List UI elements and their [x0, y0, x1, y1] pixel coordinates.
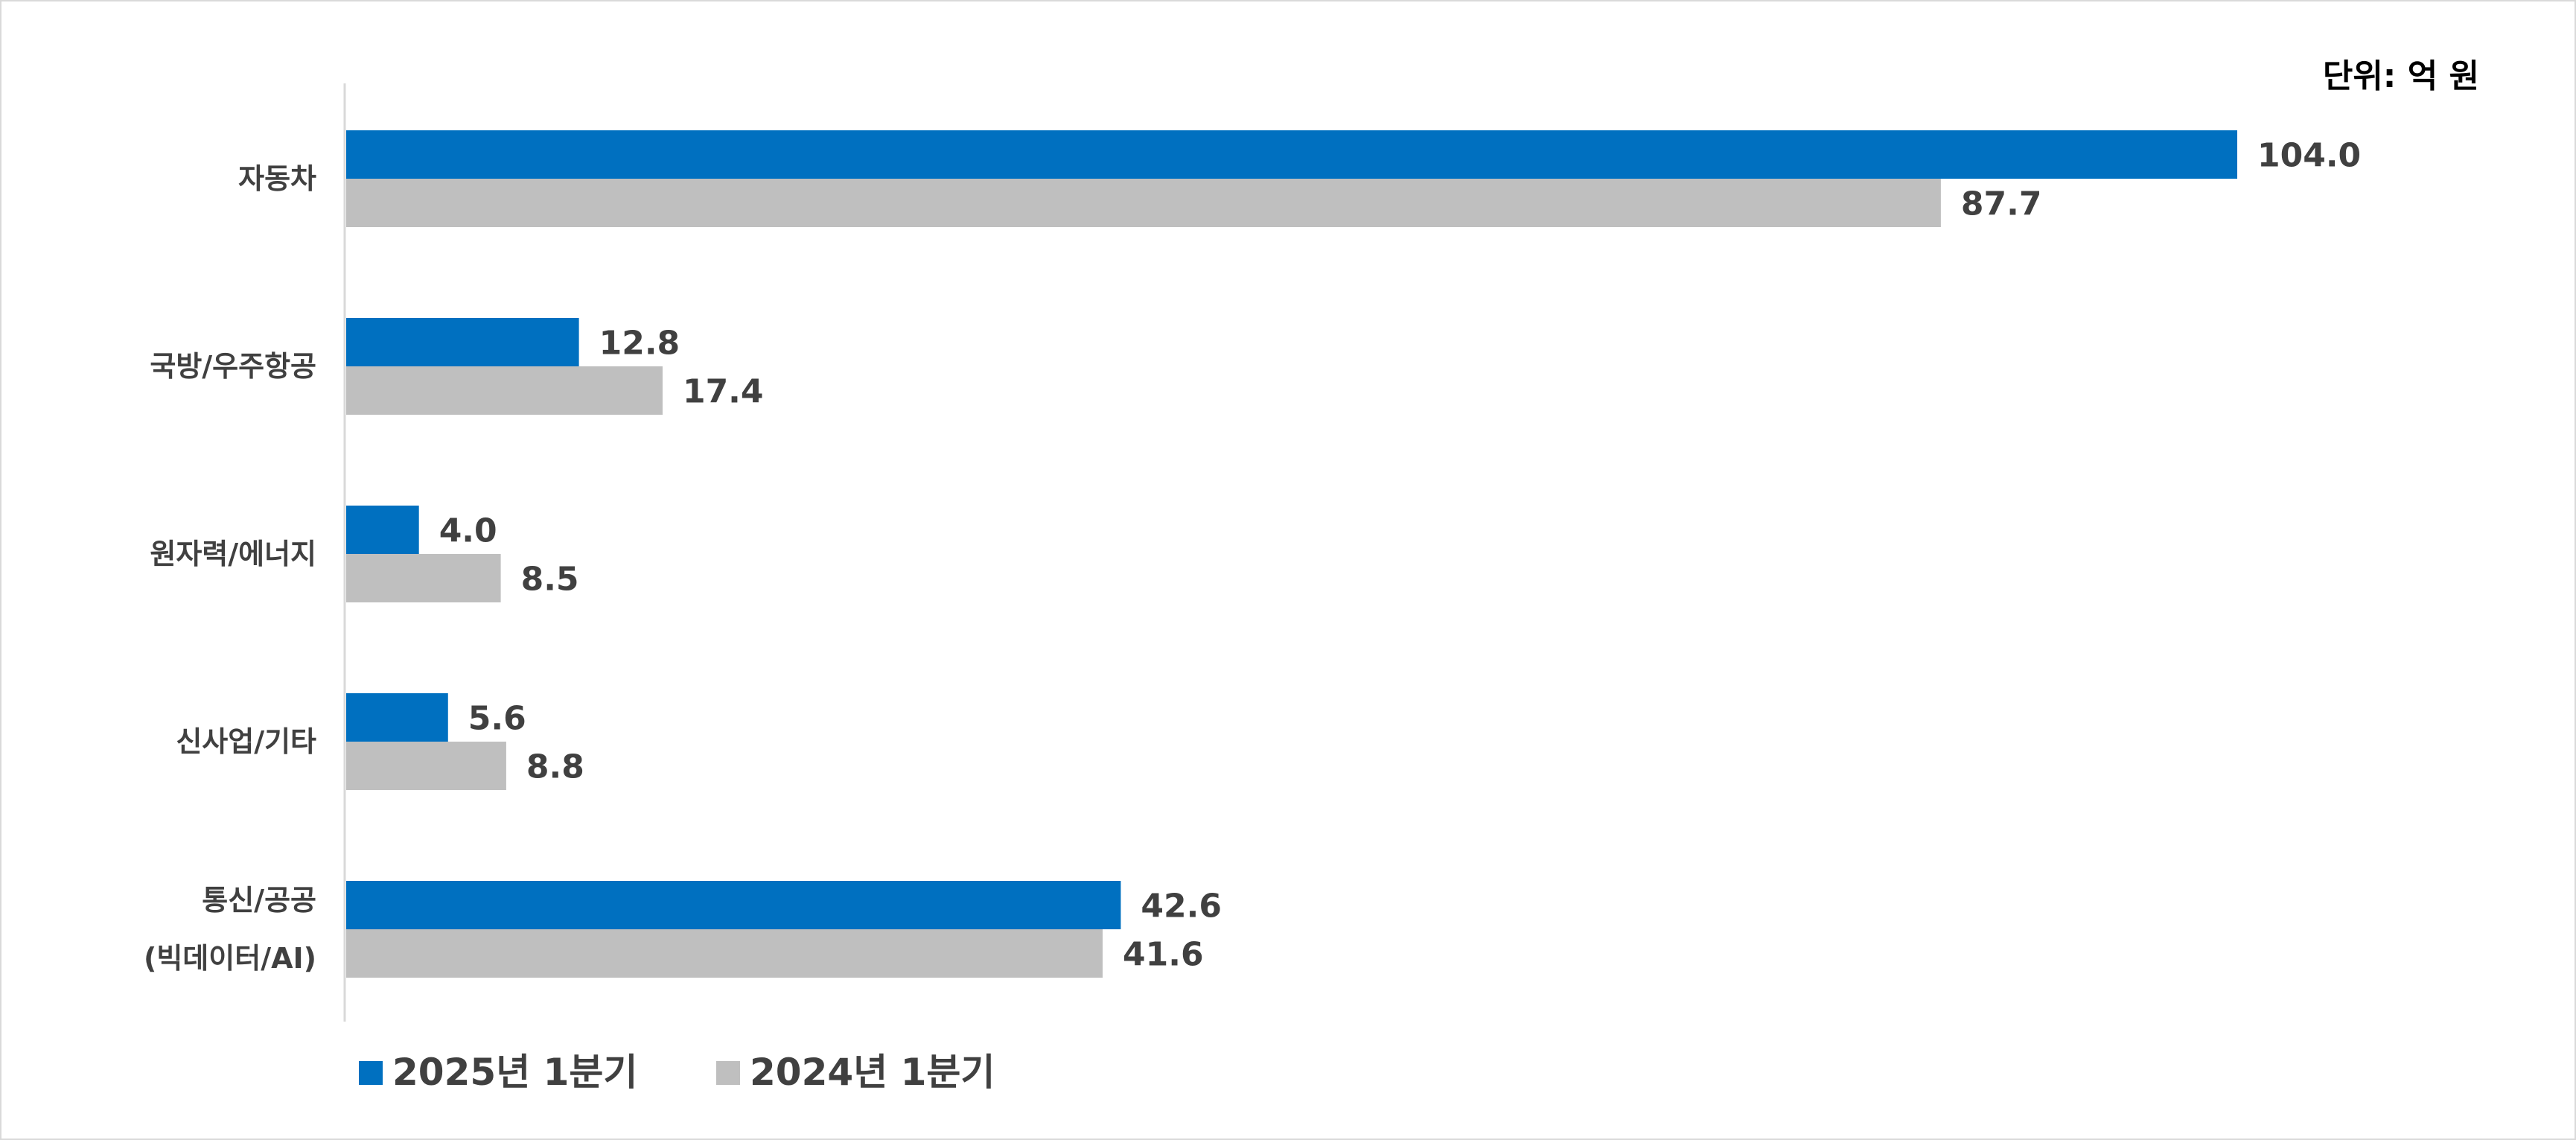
data-label: 8.8 — [526, 748, 584, 786]
category-label: 통신/공공 — [202, 884, 316, 917]
bar — [346, 366, 663, 415]
data-label: 104.0 — [2257, 137, 2361, 175]
data-label: 12.8 — [599, 325, 680, 363]
legend-swatch — [716, 1061, 740, 1085]
data-label: 4.0 — [439, 512, 497, 550]
bar — [346, 506, 419, 554]
legend: 2025년 1분기 2024년 1분기 — [359, 1051, 995, 1094]
data-label: 8.5 — [521, 561, 579, 599]
legend-label: 2025년 1분기 — [392, 1051, 637, 1094]
bar — [346, 318, 579, 366]
data-label: 87.7 — [1961, 185, 2042, 223]
bar — [346, 742, 506, 790]
data-label: 41.6 — [1123, 936, 1204, 974]
category-label: 자동차 — [238, 162, 316, 195]
category-label: (빅데이터/AI) — [144, 942, 316, 975]
bar — [346, 130, 2237, 179]
bar — [346, 693, 448, 742]
data-label: 42.6 — [1141, 888, 1222, 926]
labels-group: 자동차 104.0 87.7 국방/우주항공 12.817.4 원자력/에너지 4.0 8.5… — [144, 137, 2361, 975]
category-label: 신사업/기타 — [176, 725, 316, 758]
bar — [346, 929, 1103, 978]
bar — [346, 881, 1121, 929]
data-label: 5.6 — [468, 700, 526, 738]
bar — [346, 179, 1941, 227]
bar — [346, 554, 501, 602]
category-label: 원자력/에너지 — [150, 538, 316, 570]
legend-label: 2024년 1분기 — [750, 1051, 995, 1094]
category-label: 국방/우주항공 — [150, 350, 316, 383]
unit-label: 단위: 억 원 — [2323, 57, 2479, 95]
bars-group — [346, 130, 2237, 978]
data-label: 17.4 — [683, 373, 764, 411]
legend-swatch — [359, 1061, 383, 1085]
